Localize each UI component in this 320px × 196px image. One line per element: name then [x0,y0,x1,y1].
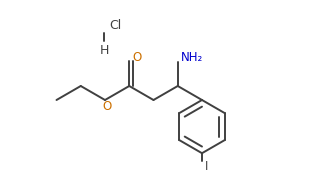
Text: H: H [99,44,109,56]
Text: O: O [132,51,142,64]
Text: I: I [205,160,209,173]
Text: Cl: Cl [109,18,121,32]
Text: NH₂: NH₂ [180,51,203,64]
Text: O: O [102,100,112,113]
